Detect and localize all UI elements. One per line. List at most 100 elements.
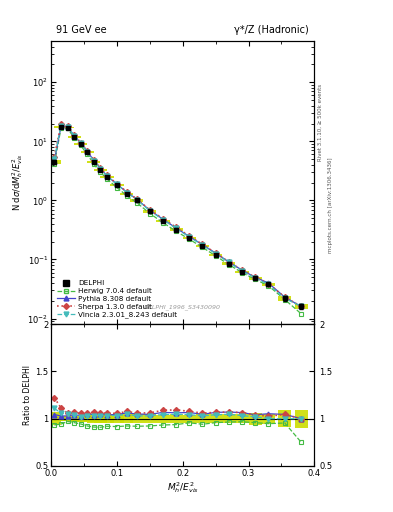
Herwig 7.0.4 default: [59, 125, 63, 132]
Pythia 8.308 default: [85, 148, 90, 154]
Vincia 2.3.01_8.243 default: [253, 275, 257, 281]
Sherpa 1.3.0 default: [200, 241, 205, 247]
Herwig 7.0.4 default: [240, 269, 244, 275]
Text: DELPHI_1996_S3430090: DELPHI_1996_S3430090: [144, 305, 221, 310]
Vincia 2.3.01_8.243 default: [147, 207, 152, 214]
Herwig 7.0.4 default: [72, 135, 77, 141]
Sherpa 1.3.0 default: [299, 304, 304, 310]
Vincia 2.3.01_8.243 default: [266, 281, 271, 287]
Pythia 8.308 default: [78, 140, 83, 146]
Sherpa 1.3.0 default: [283, 294, 287, 300]
Text: γ*/Z (Hadronic): γ*/Z (Hadronic): [234, 25, 309, 35]
Herwig 7.0.4 default: [213, 253, 218, 259]
Herwig 7.0.4 default: [147, 210, 152, 217]
Vincia 2.3.01_8.243 default: [161, 217, 165, 223]
Vincia 2.3.01_8.243 default: [85, 148, 90, 155]
Sherpa 1.3.0 default: [85, 148, 90, 154]
Vincia 2.3.01_8.243 default: [125, 189, 129, 196]
Text: mcplots.cern.ch [arXiv:1306.3436]: mcplots.cern.ch [arXiv:1306.3436]: [328, 157, 332, 252]
Pythia 8.308 default: [59, 123, 63, 130]
Text: Rivet 3.1.10, ≥ 500k events: Rivet 3.1.10, ≥ 500k events: [318, 84, 323, 161]
Pythia 8.308 default: [105, 173, 109, 179]
Sherpa 1.3.0 default: [52, 154, 57, 160]
Vincia 2.3.01_8.243 default: [213, 251, 218, 257]
Vincia 2.3.01_8.243 default: [78, 140, 83, 146]
Vincia 2.3.01_8.243 default: [92, 158, 96, 164]
Sherpa 1.3.0 default: [78, 140, 83, 146]
Pythia 8.308 default: [161, 216, 165, 222]
Sherpa 1.3.0 default: [226, 259, 231, 265]
Herwig 7.0.4 default: [78, 142, 83, 148]
Herwig 7.0.4 default: [200, 244, 205, 250]
Vincia 2.3.01_8.243 default: [187, 234, 192, 240]
Sherpa 1.3.0 default: [134, 196, 139, 202]
Pythia 8.308 default: [299, 304, 304, 310]
Vincia 2.3.01_8.243 default: [65, 123, 70, 130]
Herwig 7.0.4 default: [92, 161, 96, 167]
Vincia 2.3.01_8.243 default: [200, 242, 205, 248]
Vincia 2.3.01_8.243 default: [134, 197, 139, 203]
Herwig 7.0.4 default: [105, 176, 109, 182]
Vincia 2.3.01_8.243 default: [115, 181, 119, 187]
Line: Sherpa 1.3.0 default: Sherpa 1.3.0 default: [54, 124, 301, 307]
Sherpa 1.3.0 default: [266, 281, 271, 287]
Pythia 8.308 default: [52, 158, 57, 164]
Sherpa 1.3.0 default: [92, 157, 96, 163]
Sherpa 1.3.0 default: [240, 267, 244, 273]
Pythia 8.308 default: [266, 280, 271, 286]
Pythia 8.308 default: [253, 274, 257, 281]
Herwig 7.0.4 default: [253, 276, 257, 283]
Pythia 8.308 default: [187, 233, 192, 240]
Pythia 8.308 default: [226, 259, 231, 265]
Pythia 8.308 default: [98, 165, 103, 172]
Herwig 7.0.4 default: [134, 200, 139, 206]
Herwig 7.0.4 default: [85, 152, 90, 158]
Pythia 8.308 default: [213, 250, 218, 256]
Vincia 2.3.01_8.243 default: [174, 225, 178, 231]
Pythia 8.308 default: [283, 294, 287, 300]
Y-axis label: N d$\sigma$/d$M^2_h$/$E^2_{vis}$: N d$\sigma$/d$M^2_h$/$E^2_{vis}$: [10, 154, 25, 211]
Vincia 2.3.01_8.243 default: [72, 133, 77, 139]
Herwig 7.0.4 default: [65, 125, 70, 132]
Herwig 7.0.4 default: [98, 169, 103, 175]
Sherpa 1.3.0 default: [98, 165, 103, 172]
Sherpa 1.3.0 default: [161, 216, 165, 222]
Vincia 2.3.01_8.243 default: [226, 260, 231, 266]
Herwig 7.0.4 default: [187, 236, 192, 242]
Herwig 7.0.4 default: [125, 193, 129, 199]
Legend: DELPHI, Herwig 7.0.4 default, Pythia 8.308 default, Sherpa 1.3.0 default, Vincia: DELPHI, Herwig 7.0.4 default, Pythia 8.3…: [55, 278, 179, 321]
Herwig 7.0.4 default: [266, 283, 271, 289]
Pythia 8.308 default: [147, 207, 152, 214]
Vincia 2.3.01_8.243 default: [59, 122, 63, 129]
Sherpa 1.3.0 default: [65, 123, 70, 130]
Herwig 7.0.4 default: [299, 311, 304, 317]
Text: 91 GeV ee: 91 GeV ee: [56, 25, 107, 35]
Vincia 2.3.01_8.243 default: [98, 166, 103, 172]
Pythia 8.308 default: [134, 196, 139, 202]
Sherpa 1.3.0 default: [59, 121, 63, 127]
Pythia 8.308 default: [92, 158, 96, 164]
Sherpa 1.3.0 default: [174, 224, 178, 230]
Sherpa 1.3.0 default: [253, 274, 257, 281]
Vincia 2.3.01_8.243 default: [299, 304, 304, 310]
Vincia 2.3.01_8.243 default: [283, 295, 287, 302]
Sherpa 1.3.0 default: [147, 207, 152, 213]
Vincia 2.3.01_8.243 default: [105, 173, 109, 179]
Sherpa 1.3.0 default: [115, 181, 119, 187]
Sherpa 1.3.0 default: [213, 250, 218, 256]
Pythia 8.308 default: [174, 225, 178, 231]
Line: Herwig 7.0.4 default: Herwig 7.0.4 default: [54, 129, 301, 314]
Herwig 7.0.4 default: [161, 220, 165, 226]
Sherpa 1.3.0 default: [105, 173, 109, 179]
Herwig 7.0.4 default: [115, 184, 119, 190]
Pythia 8.308 default: [115, 181, 119, 187]
Sherpa 1.3.0 default: [72, 132, 77, 138]
Herwig 7.0.4 default: [226, 262, 231, 268]
Vincia 2.3.01_8.243 default: [240, 268, 244, 274]
Sherpa 1.3.0 default: [187, 233, 192, 239]
Herwig 7.0.4 default: [52, 160, 57, 166]
Line: Vincia 2.3.01_8.243 default: Vincia 2.3.01_8.243 default: [54, 125, 301, 307]
Vincia 2.3.01_8.243 default: [52, 156, 57, 162]
Line: Pythia 8.308 default: Pythia 8.308 default: [54, 126, 301, 307]
Herwig 7.0.4 default: [174, 228, 178, 234]
